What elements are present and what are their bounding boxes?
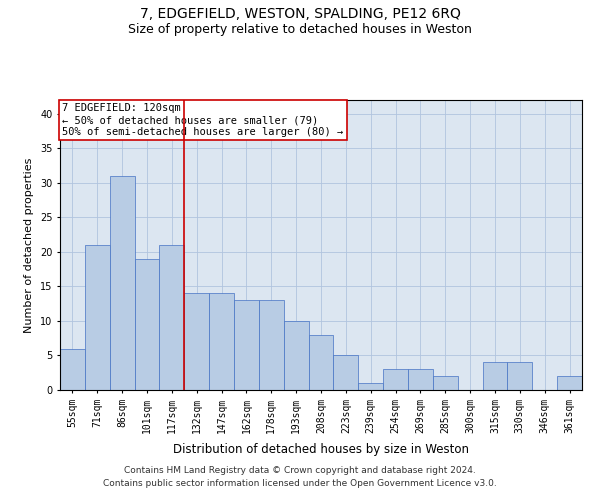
Bar — [234, 300, 259, 390]
Bar — [284, 321, 308, 390]
Text: 7, EDGEFIELD, WESTON, SPALDING, PE12 6RQ: 7, EDGEFIELD, WESTON, SPALDING, PE12 6RQ — [140, 8, 460, 22]
Bar — [60, 348, 85, 390]
Bar — [134, 259, 160, 390]
Bar — [358, 383, 383, 390]
Bar — [482, 362, 508, 390]
Bar — [308, 335, 334, 390]
Bar — [383, 370, 408, 390]
Bar — [334, 356, 358, 390]
Text: 7 EDGEFIELD: 120sqm
← 50% of detached houses are smaller (79)
50% of semi-detach: 7 EDGEFIELD: 120sqm ← 50% of detached ho… — [62, 104, 344, 136]
Bar — [508, 362, 532, 390]
Bar — [557, 376, 582, 390]
Bar — [209, 294, 234, 390]
Bar — [110, 176, 134, 390]
Text: Distribution of detached houses by size in Weston: Distribution of detached houses by size … — [173, 442, 469, 456]
Bar — [259, 300, 284, 390]
Bar — [160, 245, 184, 390]
Bar — [408, 370, 433, 390]
Y-axis label: Number of detached properties: Number of detached properties — [25, 158, 34, 332]
Bar — [85, 245, 110, 390]
Text: Size of property relative to detached houses in Weston: Size of property relative to detached ho… — [128, 22, 472, 36]
Text: Contains HM Land Registry data © Crown copyright and database right 2024.
Contai: Contains HM Land Registry data © Crown c… — [103, 466, 497, 487]
Bar — [184, 294, 209, 390]
Bar — [433, 376, 458, 390]
